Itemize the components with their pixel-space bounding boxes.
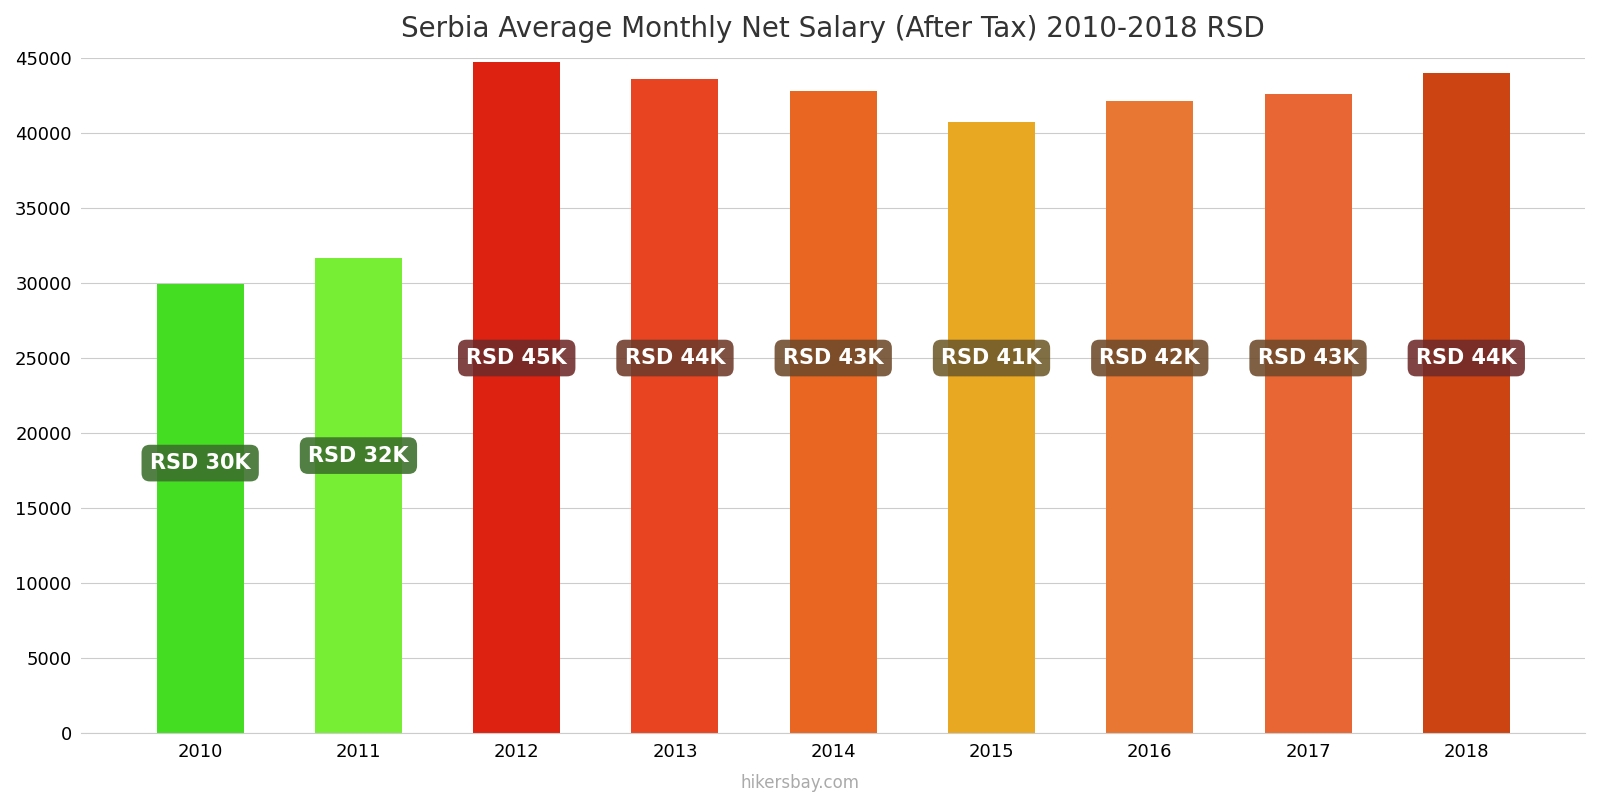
Bar [947, 122, 1035, 734]
Text: RSD 43K: RSD 43K [1258, 348, 1358, 368]
Text: RSD 45K: RSD 45K [466, 348, 566, 368]
Text: RSD 44K: RSD 44K [624, 348, 725, 368]
Text: RSD 41K: RSD 41K [941, 348, 1042, 368]
Text: RSD 42K: RSD 42K [1099, 348, 1200, 368]
Bar [1422, 73, 1510, 734]
Title: Serbia Average Monthly Net Salary (After Tax) 2010-2018 RSD: Serbia Average Monthly Net Salary (After… [402, 15, 1266, 43]
Bar [315, 258, 402, 734]
Text: hikersbay.com: hikersbay.com [741, 774, 859, 792]
Text: RSD 32K: RSD 32K [309, 446, 408, 466]
Text: RSD 30K: RSD 30K [150, 453, 251, 473]
Bar [1264, 94, 1352, 734]
Bar [474, 62, 560, 734]
Text: RSD 43K: RSD 43K [782, 348, 883, 368]
Bar [1106, 102, 1194, 734]
Bar [790, 91, 877, 734]
Bar [157, 284, 243, 734]
Text: RSD 44K: RSD 44K [1416, 348, 1517, 368]
Bar [632, 79, 718, 734]
